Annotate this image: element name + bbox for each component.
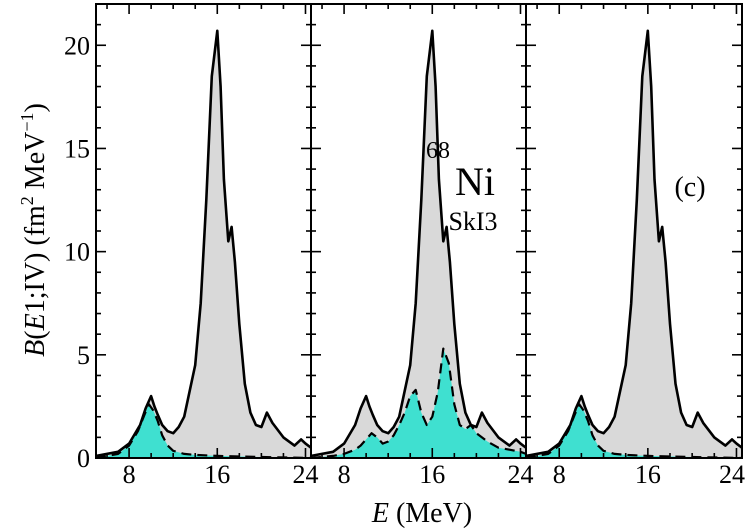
x-tick-label: 16 (204, 460, 230, 489)
x-axis-label: E (MeV) (371, 498, 472, 529)
series-area-total (311, 30, 526, 458)
panel-c-label: (c) (674, 172, 705, 203)
panel-3: 8 16 24 (525, 3, 745, 489)
x-tick-label: 16 (419, 460, 445, 489)
series-area-low-energy (526, 404, 742, 458)
interaction-label: SkI3 (448, 207, 497, 236)
panel-1: 8 16 24 0 5 10 15 20 (64, 3, 318, 489)
x-tick-label: 8 (123, 460, 136, 489)
plot-area (96, 29, 311, 458)
y-tick-label: 20 (64, 31, 90, 60)
series-line-total (526, 29, 742, 458)
panel-2: 8 16 24 (310, 3, 533, 489)
y-tick-label: 0 (77, 444, 90, 473)
series-line-low-energy (96, 403, 311, 458)
x-tick-label: 24 (507, 460, 533, 489)
series-line-low-energy (526, 403, 742, 458)
y-axis-label: B(E1;IV) (fm2 MeV−1) (17, 103, 51, 357)
x-tick-label: 24 (719, 460, 745, 489)
series-line-total (96, 29, 311, 458)
y-tick-label: 15 (64, 134, 90, 163)
series-area-low-energy (96, 404, 311, 458)
x-tick-label: 8 (553, 460, 566, 489)
series-area-total (526, 30, 742, 458)
plot-area (311, 29, 526, 458)
y-tick-label: 5 (77, 341, 90, 370)
x-tick-label: 8 (338, 460, 351, 489)
nucleus-label: Ni (455, 159, 495, 204)
plot-area (526, 29, 742, 458)
x-tick-label: 24 (292, 460, 318, 489)
panels: 8 16 24 0 5 10 15 20 8 16 24 8 16 24 (64, 3, 745, 489)
series-line-total (311, 29, 526, 458)
series-area-total (96, 30, 311, 458)
x-tick-label: 16 (635, 460, 661, 489)
y-tick-label: 10 (64, 238, 90, 267)
svg-text:B(E1;IV) (fm2 MeV−1): B(E1;IV) (fm2 MeV−1) (17, 103, 51, 357)
nucleus-mass-number: 68 (426, 138, 450, 164)
